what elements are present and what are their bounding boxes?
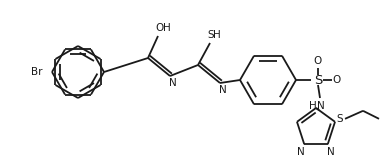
Text: O: O [333, 75, 341, 85]
Text: N: N [297, 147, 305, 157]
Text: N: N [327, 147, 335, 157]
Text: N: N [317, 101, 325, 111]
Text: H: H [163, 23, 171, 33]
Text: O: O [314, 56, 322, 66]
Text: H: H [213, 30, 221, 40]
Text: S: S [314, 74, 322, 87]
Text: S: S [208, 30, 214, 40]
Text: O: O [156, 23, 164, 33]
Text: S: S [337, 114, 343, 124]
Text: H: H [309, 101, 317, 111]
Text: N: N [169, 78, 177, 88]
Text: Br: Br [32, 67, 43, 77]
Text: N: N [219, 85, 227, 95]
